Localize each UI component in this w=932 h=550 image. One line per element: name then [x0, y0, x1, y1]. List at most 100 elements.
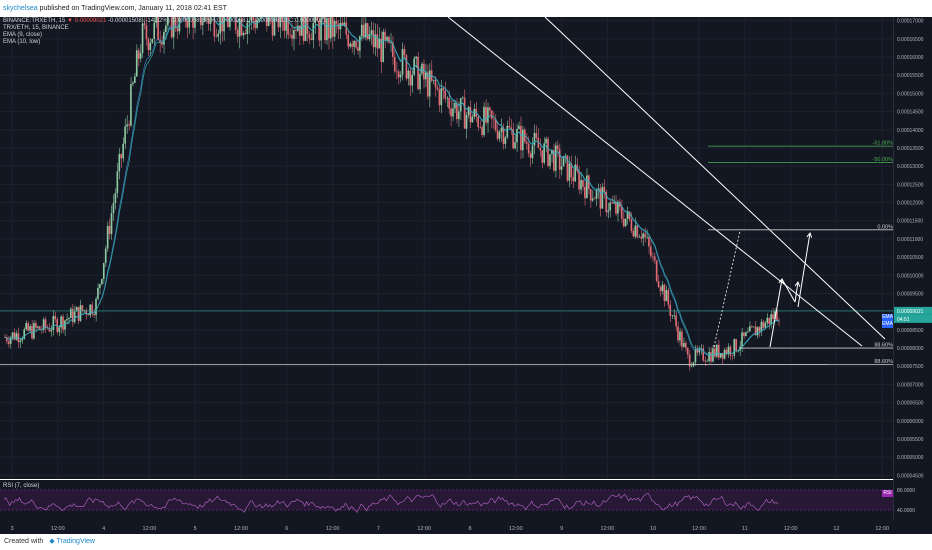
candle-body — [615, 201, 617, 214]
candle-body — [213, 11, 216, 37]
candle-body — [66, 319, 68, 321]
candle-body — [622, 218, 625, 227]
candle-body — [454, 103, 456, 109]
candle-body — [690, 365, 693, 367]
candle-body — [481, 127, 483, 136]
candle-body — [708, 351, 710, 361]
time-axis[interactable]: 3 12:00 4 12:00 5 12:00 6 12:00 7 12:00 8 12:00 9 12:… — [0, 520, 932, 534]
candle-body — [669, 304, 672, 316]
candle-body — [683, 342, 685, 347]
candle-body — [564, 155, 567, 157]
candle-body — [467, 106, 470, 116]
candle-body — [238, 18, 241, 37]
candle-body — [287, 15, 289, 35]
candle-body — [267, 9, 270, 26]
candle-body — [572, 177, 575, 182]
candle-body — [686, 348, 689, 355]
ema-10-line — [4, 10, 779, 356]
time-tick-label: 12:00 — [51, 526, 65, 532]
candle-body — [450, 108, 452, 117]
candle-body — [215, 36, 218, 37]
time-tick-label: 12:00 — [509, 526, 523, 532]
candle-body — [73, 311, 76, 323]
candle-body — [617, 201, 619, 214]
price-tick-label: 0.00015500 — [897, 73, 924, 79]
price-tick-label: 0.00015000 — [897, 91, 924, 97]
time-tick-label: 12:00 — [692, 526, 706, 532]
legend-ema-9[interactable]: EMA (9, close) — [3, 32, 43, 38]
time-tick-label: 12:00 — [234, 526, 248, 532]
candle-body — [364, 23, 367, 38]
rsi-pane[interactable]: RSI (7, close) RSI — [0, 480, 893, 520]
candle-body — [401, 48, 404, 75]
time-tick-label: 7 — [377, 526, 380, 532]
symbol-line: BINANCE:TRXETH, 15 ▼ 0.00009021 -0.00001… — [3, 18, 327, 24]
candle-body — [304, 5, 307, 41]
candle-body — [436, 87, 439, 90]
time-tick-label: 11 — [742, 526, 748, 532]
candle-body — [349, 43, 351, 47]
price-chart[interactable]: -61.80% -50.00% 0.00% 88.60% 88.60% — [0, 0, 894, 479]
candle-body — [112, 202, 115, 214]
legend-ema-10[interactable]: EMA (10, low) — [3, 39, 41, 45]
candle-body — [42, 319, 45, 330]
fib-level-label: -50.00% — [873, 157, 894, 163]
candle-body — [754, 326, 757, 336]
candle-body — [717, 344, 720, 358]
price-tick-label: 0.00006500 — [897, 401, 924, 407]
candle-body — [611, 202, 613, 204]
candle-body — [595, 190, 598, 199]
candle-body — [165, 25, 167, 32]
time-tick-label: 5 — [194, 526, 197, 532]
candle-body — [646, 236, 648, 238]
candle-body — [141, 23, 144, 54]
candle-body — [525, 141, 528, 144]
candle-body — [145, 25, 148, 40]
candle-body — [698, 348, 701, 353]
candle-body — [207, 17, 210, 24]
candle-body — [203, 11, 206, 22]
price-tick-label: 0.00006000 — [897, 419, 924, 425]
price-pane[interactable]: -61.80% -50.00% 0.00% 88.60% 88.60% BINANCE:… — [0, 0, 894, 479]
footer-created: Created with — [4, 538, 44, 545]
candle-body — [492, 118, 495, 120]
candle-body — [13, 332, 16, 340]
candle-body — [479, 127, 481, 128]
candle-body — [774, 310, 776, 320]
author-link[interactable]: skychelsea — [3, 5, 38, 12]
projection-segment — [781, 278, 796, 303]
candle-body — [50, 330, 53, 332]
fib-level-label: 0.00% — [877, 224, 893, 230]
candle-body — [120, 154, 123, 159]
price-axis[interactable]: 0.00017000 0.00016500 0.00016000 0.00015500… — [893, 17, 932, 520]
candle-body — [296, 25, 299, 31]
candle-body — [415, 56, 417, 59]
candle-body — [731, 355, 734, 357]
candle-body — [339, 22, 342, 30]
candle-body — [582, 180, 584, 187]
candle-body — [347, 34, 350, 47]
candle-body — [378, 38, 381, 49]
candle-body — [634, 225, 637, 237]
candle-body — [512, 128, 514, 149]
candle-body — [366, 23, 369, 40]
candle-body — [223, 0, 225, 32]
rsi-chart[interactable] — [0, 480, 893, 520]
candle-body — [673, 315, 675, 317]
footer-brand[interactable]: TradingView — [56, 538, 95, 545]
candle-body — [248, 20, 251, 23]
candle-body — [760, 321, 763, 332]
legend-rsi[interactable]: RSI (7, close) — [3, 483, 40, 489]
candle-body — [547, 138, 549, 166]
candle-body — [533, 132, 536, 146]
candle-body — [176, 28, 179, 32]
candle-body — [99, 284, 101, 288]
price-tick-label: 0.00014000 — [897, 128, 924, 134]
projection-arrow-3-head — [806, 231, 813, 238]
candle-body — [521, 129, 524, 151]
candle-body — [337, 23, 340, 30]
candle-body — [300, 9, 303, 36]
candle-body — [609, 202, 611, 211]
ema-9-line — [4, 9, 780, 357]
price-tick-label: 0.00012000 — [897, 201, 924, 207]
